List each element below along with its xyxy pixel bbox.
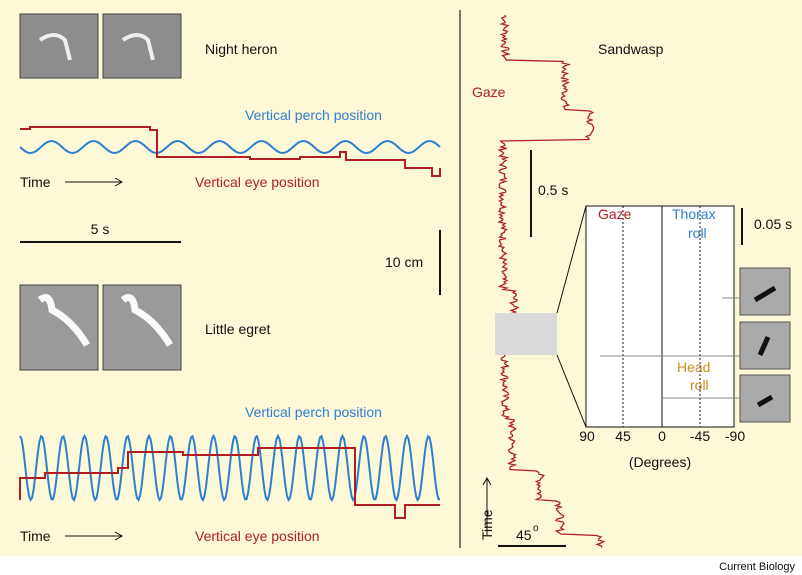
angle-scale: 45	[516, 527, 532, 543]
angle-unit: o	[533, 523, 539, 534]
egret-photo	[103, 285, 181, 370]
thorax-label: Thorax	[672, 206, 716, 222]
egret-eye-label: Vertical eye position	[195, 528, 320, 544]
length-scale: 10 cm	[385, 254, 423, 270]
gaze-label: Gaze	[472, 84, 506, 100]
thorax-label: roll	[688, 225, 707, 241]
time-label: Time	[479, 509, 495, 540]
sandwasp-label: Sandwasp	[598, 41, 664, 57]
head-label: Head	[677, 359, 710, 375]
tick-label: 90	[579, 428, 595, 444]
heron-photo	[103, 14, 181, 78]
time-scale: 5 s	[91, 221, 110, 237]
tick-label: 0	[658, 428, 666, 444]
footer: Current Biology	[719, 561, 795, 573]
axis-label: (Degrees)	[629, 454, 691, 470]
heron-label: Night heron	[205, 41, 277, 57]
zoom-region	[495, 313, 557, 355]
egret-perch-label: Vertical perch position	[245, 404, 382, 420]
heron-eye-label: Vertical eye position	[195, 174, 320, 190]
heron-photo	[20, 14, 98, 78]
egret-time-label: Time	[20, 528, 51, 544]
inset-gaze-label: Gaze	[598, 206, 632, 222]
tick-label: -90	[725, 428, 745, 444]
egret-label: Little egret	[205, 321, 270, 337]
tick-label: -45	[690, 428, 710, 444]
tick-label: 45	[615, 428, 631, 444]
inset-time-scale: 0.05 s	[754, 216, 792, 232]
figure: Night heron Vertical perch position Vert…	[0, 0, 802, 575]
egret-photo	[20, 285, 98, 370]
time-scale: 0.5 s	[538, 182, 568, 198]
inset	[586, 206, 734, 427]
heron-perch-label: Vertical perch position	[245, 107, 382, 123]
head-label: roll	[690, 377, 709, 393]
heron-time-label: Time	[20, 174, 51, 190]
